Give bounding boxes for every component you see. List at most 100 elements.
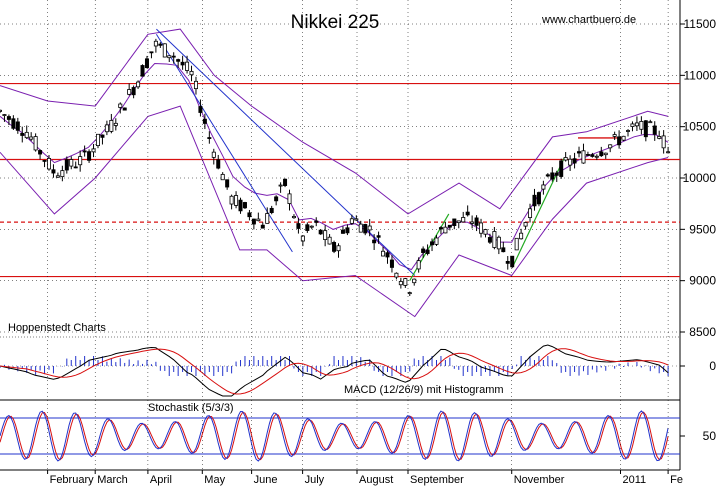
- candle-body: [11, 118, 16, 129]
- candle-body: [416, 260, 421, 270]
- x-tick-label: 2011: [623, 474, 647, 486]
- candle-body: [140, 65, 145, 77]
- candle-body: [510, 255, 515, 268]
- candle-body: [385, 252, 390, 258]
- candle-body: [389, 259, 394, 268]
- candle-body: [336, 245, 341, 252]
- stoch-d-line: [0, 411, 669, 461]
- candle-body: [189, 70, 194, 76]
- candle-body: [95, 133, 100, 147]
- candle-body: [577, 151, 582, 154]
- candle-body: [340, 229, 345, 234]
- x-tick-label: September: [410, 474, 464, 486]
- candle-body: [367, 225, 372, 231]
- y-tick-label: 11500: [684, 17, 717, 31]
- candle-body: [251, 218, 256, 225]
- candle-body: [229, 195, 234, 205]
- x-tick-label: May: [204, 474, 225, 486]
- price-bars: [0, 38, 671, 297]
- candle-body: [345, 227, 350, 234]
- uptrend-line: [409, 213, 450, 281]
- candle-body: [332, 242, 337, 252]
- candle-body: [634, 122, 639, 127]
- candle-body: [265, 213, 270, 224]
- candle-body: [617, 136, 622, 146]
- candle-body: [421, 248, 426, 253]
- candle-body: [612, 134, 617, 137]
- candle-body: [118, 103, 123, 108]
- y-tick-label: 8500: [689, 325, 716, 339]
- candle-body: [568, 158, 573, 166]
- candle-body: [269, 207, 274, 214]
- candle-body: [24, 131, 29, 139]
- stoch-tick-label: 50: [703, 429, 717, 443]
- candle-body: [519, 232, 524, 240]
- candle-body: [581, 150, 586, 164]
- stoch-label: Stochastik (5/3/3): [148, 402, 234, 414]
- candle-body: [501, 247, 506, 253]
- candle-body: [185, 61, 190, 71]
- candle-body: [314, 220, 319, 223]
- candle-body: [643, 120, 648, 138]
- candle-body: [180, 61, 185, 66]
- candle-body: [127, 89, 132, 95]
- macd-line: [0, 344, 669, 397]
- candle-body: [309, 225, 314, 228]
- candle-body: [363, 224, 368, 234]
- candle-body: [247, 212, 252, 218]
- x-tick-label: June: [254, 474, 278, 486]
- candle-body: [220, 173, 225, 181]
- candle-body: [144, 58, 149, 69]
- candle-body: [496, 236, 501, 250]
- candle-body: [470, 221, 475, 224]
- candle-body: [563, 157, 568, 161]
- candle-body: [443, 226, 448, 234]
- candle-body: [167, 55, 172, 59]
- candle-body: [523, 222, 528, 227]
- candle-body: [626, 130, 631, 132]
- candle-body: [621, 135, 626, 141]
- candle-body: [528, 208, 533, 218]
- candle-body: [594, 155, 599, 158]
- candle-body: [559, 160, 564, 177]
- candle-body: [136, 81, 141, 88]
- x-tick-label: Fe: [670, 474, 683, 486]
- candle-body: [300, 235, 305, 242]
- candle-body: [554, 172, 559, 176]
- candle-body: [100, 134, 105, 138]
- candle-body: [82, 150, 87, 153]
- candle-body: [51, 169, 56, 174]
- candle-body: [412, 278, 417, 284]
- candle-body: [479, 222, 484, 234]
- y-tick-label: 9500: [689, 222, 716, 236]
- candle-body: [73, 166, 78, 169]
- y-tick-label: 10500: [683, 120, 717, 134]
- candle-body: [278, 184, 283, 187]
- candle-body: [42, 160, 47, 162]
- y-tick-label: 11000: [684, 68, 717, 82]
- candle-body: [162, 43, 167, 58]
- candle-body: [608, 144, 613, 149]
- candle-body: [505, 260, 510, 264]
- candle-body: [327, 236, 332, 245]
- macd-panel: 0: [0, 344, 716, 397]
- candle-body: [78, 156, 83, 166]
- candle-body: [323, 230, 328, 240]
- candle-body: [198, 106, 203, 113]
- candle-body: [318, 229, 323, 235]
- candle-body: [64, 159, 69, 171]
- candle-body: [296, 223, 301, 229]
- candle-body: [287, 193, 292, 204]
- candle-body: [274, 196, 279, 202]
- candle-body: [55, 175, 60, 178]
- candle-body: [60, 170, 65, 178]
- candle-body: [87, 151, 92, 161]
- candle-body: [216, 159, 221, 169]
- candle-body: [260, 224, 265, 229]
- candle-body: [202, 118, 207, 124]
- candle-body: [193, 80, 198, 90]
- candle-body: [532, 194, 537, 207]
- candle-body: [149, 51, 154, 54]
